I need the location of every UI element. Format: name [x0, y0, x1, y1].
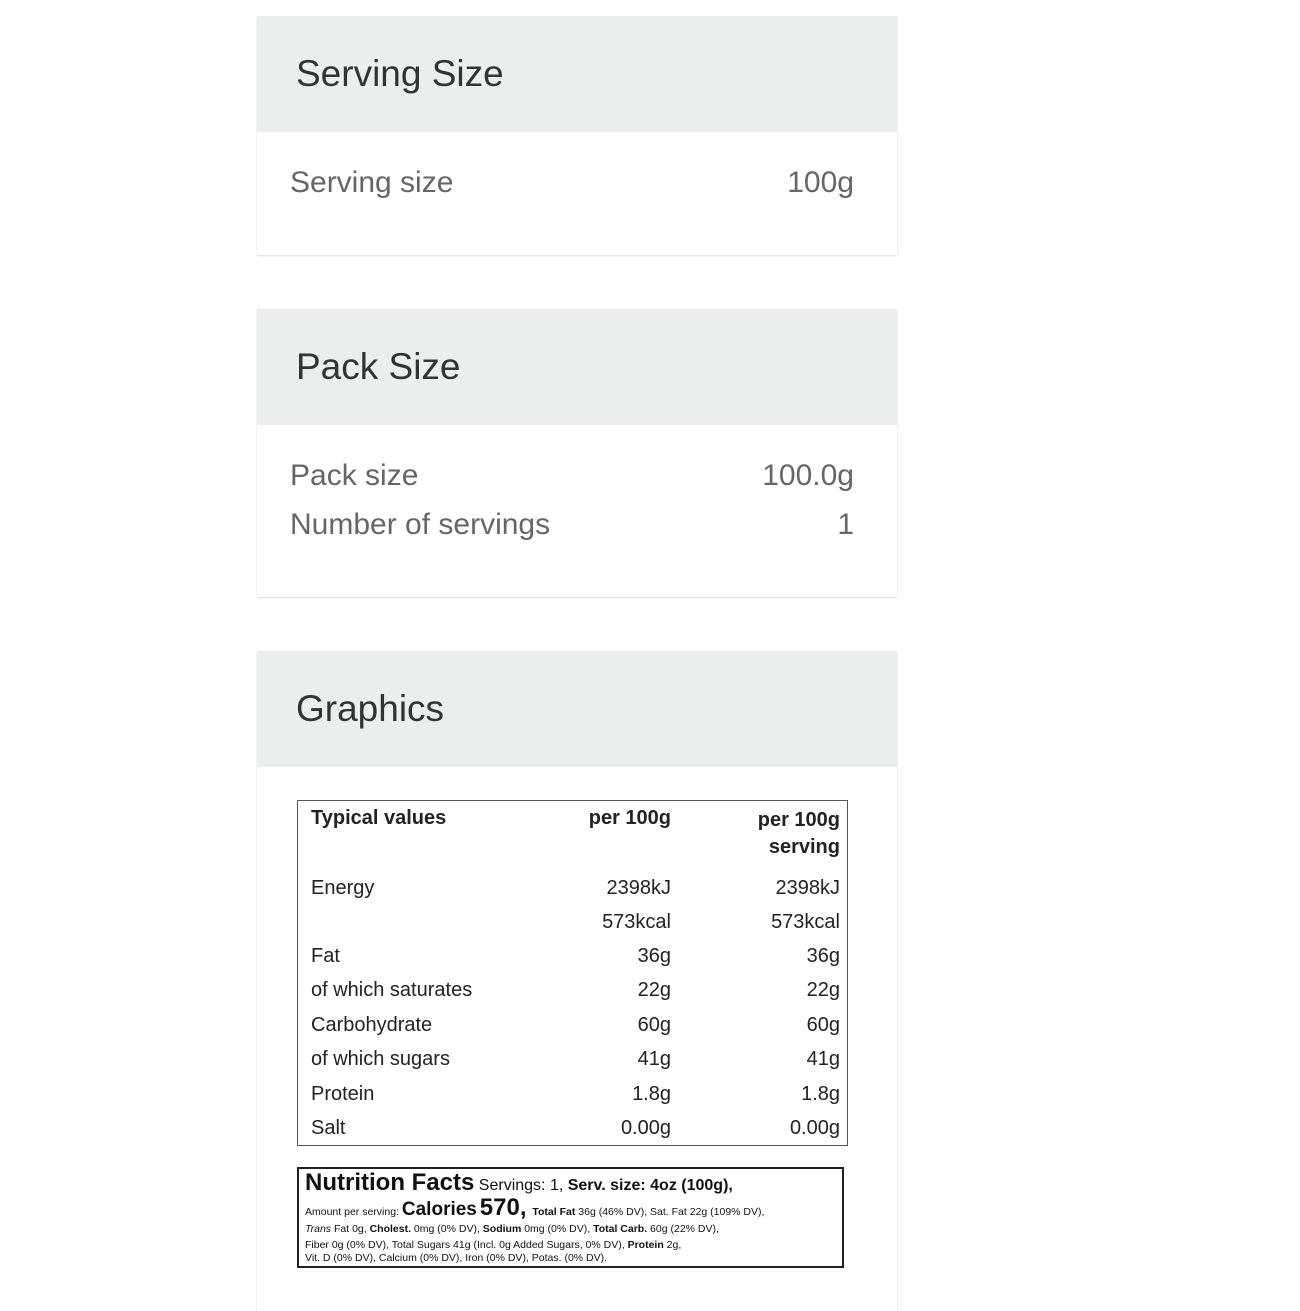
table-row: Carbohydrate 60g 60g	[311, 1014, 840, 1037]
cell: 573kcal	[771, 911, 840, 933]
pack-size-row: Pack size 100.0g	[257, 451, 897, 500]
cell: 0.00g	[620, 1117, 671, 1139]
label: Number of servings	[290, 507, 551, 541]
cell: 41g	[806, 1048, 840, 1070]
servings-row: Number of servings 1	[257, 500, 897, 549]
text: Total Carb.	[593, 1223, 648, 1235]
text: 0mg (0% DV),	[521, 1223, 594, 1235]
label-line: Trans Fat 0g, Cholest. 0mg (0% DV), Sodi…	[305, 1223, 836, 1236]
serving-size-card: Serving Size Serving size 100g	[257, 16, 897, 255]
total-fat-label: Total Fat	[532, 1206, 576, 1218]
table-row: of which sugars 41g 41g	[311, 1048, 840, 1071]
nutrition-table: Typical values per 100g per 100g serving…	[297, 800, 848, 1146]
cell	[311, 911, 561, 934]
cell: Salt	[311, 1117, 346, 1139]
cell: 60g	[637, 1014, 671, 1036]
cell: Fat	[311, 945, 340, 967]
cell: 41g	[637, 1048, 671, 1070]
serv-size: 4oz (100g),	[650, 1177, 733, 1194]
header: per 100g	[588, 807, 671, 829]
table-row: Protein 1.8g 1.8g	[311, 1083, 840, 1106]
value: 1	[837, 507, 854, 541]
value: 100.0g	[762, 458, 854, 492]
serving-size-row: Serving size 100g	[257, 158, 897, 207]
text: Trans	[305, 1223, 332, 1235]
cell: Protein	[311, 1083, 375, 1105]
cell: Energy	[311, 877, 375, 899]
text: 60g (22% DV),	[647, 1223, 719, 1235]
text: Sodium	[482, 1223, 522, 1235]
cell: 1.8g	[632, 1083, 671, 1105]
cell: 2398kJ	[775, 877, 841, 899]
table-row: Salt 0.00g 0.00g	[311, 1117, 840, 1140]
label-line: Vit. D (0% DV), Calcium (0% DV), Iron (0…	[305, 1252, 608, 1264]
text: Cholest.	[369, 1223, 412, 1235]
cell: of which saturates	[311, 979, 473, 1001]
table-row: of which saturates 22g 22g	[311, 979, 840, 1002]
label-line: Fiber 0g (0% DV), Total Sugars 41g (Incl…	[305, 1239, 836, 1252]
cell: 0.00g	[789, 1117, 840, 1139]
table-header: Typical values per 100g per 100g serving	[311, 807, 840, 861]
value: 100g	[787, 165, 854, 199]
section-title: Pack Size	[257, 309, 897, 425]
serv-size-label: Serv. size:	[567, 1177, 646, 1194]
cell: 22g	[806, 979, 840, 1001]
header: per 100g serving	[757, 809, 840, 858]
graphics-card: Graphics Typical values per 100g per 100…	[257, 651, 897, 1311]
header: Typical values	[311, 807, 447, 829]
servings: Servings: 1,	[478, 1177, 564, 1194]
text: Fiber 0g (0% DV), Total Sugars 41g (Incl…	[305, 1239, 628, 1251]
label: Pack size	[290, 458, 419, 492]
text: Fat 0g,	[331, 1223, 370, 1235]
section-title: Serving Size	[257, 16, 897, 132]
nutrition-facts-label: Nutrition Facts Servings: 1, Serv. size:…	[297, 1167, 844, 1268]
cell: 22g	[637, 979, 671, 1001]
calories-label: Calories	[401, 1199, 477, 1220]
section-title: Graphics	[257, 651, 897, 767]
cell: 573kcal	[602, 911, 671, 933]
cell: 2398kJ	[606, 877, 672, 899]
table-row: Energy 2398kJ 2398kJ	[311, 877, 840, 900]
label-title: Nutrition Facts	[305, 1169, 475, 1196]
cell: Carbohydrate	[311, 1014, 433, 1036]
cell: 36g	[637, 945, 671, 967]
amount: Amount per serving:	[305, 1206, 399, 1218]
cell: 1.8g	[801, 1083, 840, 1105]
protein-label: Protein	[627, 1239, 664, 1251]
total-fat: 36g (46% DV), Sat. Fat 22g (109% DV),	[575, 1206, 765, 1218]
cell: 60g	[806, 1014, 840, 1036]
cell: of which sugars	[311, 1048, 450, 1070]
text: 0mg (0% DV),	[411, 1223, 483, 1235]
pack-size-card: Pack Size Pack size 100.0g Number of serv…	[257, 309, 897, 597]
protein: 2g,	[663, 1239, 682, 1251]
label: Serving size	[290, 165, 454, 199]
table-row: Fat 36g 36g	[311, 945, 840, 968]
table-row: 573kcal 573kcal	[311, 911, 840, 934]
cell: 36g	[806, 945, 840, 967]
calories: 570,	[479, 1194, 527, 1221]
